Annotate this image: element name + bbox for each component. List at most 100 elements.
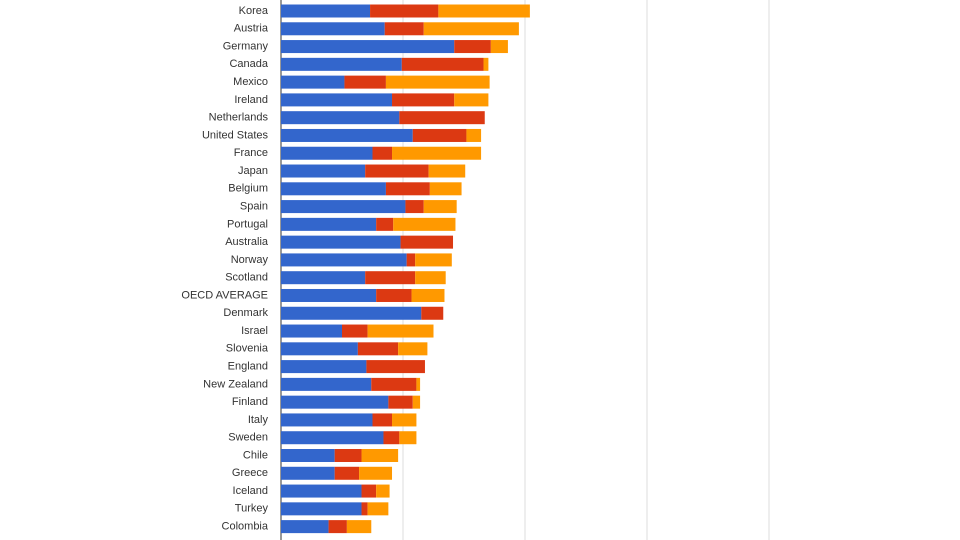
bar-segment <box>281 342 358 356</box>
bar-segment <box>428 164 466 178</box>
bar-segment <box>281 502 362 516</box>
bar-segment <box>376 484 390 498</box>
bar-segment <box>376 288 412 302</box>
y-tick-label: Japan <box>238 165 268 177</box>
bar-segment <box>281 449 335 462</box>
y-tick-label: Turkey <box>235 503 269 515</box>
bar-segment <box>399 431 417 445</box>
bar-segment <box>385 75 490 89</box>
bar-segment <box>423 200 457 214</box>
bar-segment <box>490 40 508 54</box>
bar-segment <box>367 502 389 516</box>
bar-segment <box>281 111 400 125</box>
bar-segment <box>392 93 455 107</box>
bar-segment <box>406 253 416 267</box>
bar-segment <box>344 75 386 89</box>
y-tick-label: Chile <box>243 449 268 461</box>
bar-segment <box>328 520 347 534</box>
bar-segment <box>392 413 417 427</box>
y-tick-label: Scotland <box>225 272 268 284</box>
y-tick-label: Denmark <box>223 307 268 319</box>
bar-segment <box>281 271 366 285</box>
y-tick-label: Germany <box>223 40 269 52</box>
bar-segment <box>342 324 368 338</box>
y-tick-label: Norway <box>231 254 269 266</box>
bar-segment <box>393 217 456 231</box>
bar-segment <box>281 217 377 231</box>
bar-segment <box>412 128 467 142</box>
bar-segment <box>366 360 425 374</box>
bar-segment <box>371 377 417 391</box>
bar-segment <box>466 128 482 142</box>
y-tick-label: Sweden <box>228 432 268 444</box>
y-tick-label: Belgium <box>228 183 268 195</box>
bar-segment <box>401 57 484 71</box>
bar-segment <box>281 40 455 54</box>
y-tick-label: Australia <box>225 236 269 248</box>
bar-segment <box>415 253 452 267</box>
bar-segment <box>361 449 399 462</box>
bar-segment <box>372 146 393 160</box>
y-tick-label: Portugal <box>227 218 268 230</box>
y-tick-label: Israel <box>241 325 268 337</box>
y-tick-label: France <box>234 147 268 159</box>
bar-segment <box>392 146 482 160</box>
y-tick-label: Italy <box>248 414 269 426</box>
bar-segment <box>423 22 519 36</box>
bar-segment <box>346 520 372 534</box>
y-tick-label: Spain <box>240 200 268 212</box>
bar-segment <box>383 431 400 445</box>
y-tick-label: OECD AVERAGE <box>181 289 268 301</box>
bar-segment <box>281 75 345 89</box>
bar-segment <box>281 4 371 18</box>
bar-segment <box>388 395 413 409</box>
bar-segment <box>281 431 384 445</box>
bar-segment <box>357 342 399 356</box>
bar-segment <box>376 217 394 231</box>
bar-segment <box>334 449 362 462</box>
bar-segment <box>359 466 393 480</box>
bar-segment <box>412 395 421 409</box>
bar-segment <box>281 306 422 320</box>
bar-segment <box>281 146 373 160</box>
bar-segment <box>421 306 444 320</box>
bar-segment <box>281 288 377 302</box>
bar-segment <box>399 111 485 125</box>
bar-segment <box>400 235 454 249</box>
bar-segment <box>483 57 489 71</box>
bar-segment <box>370 4 439 18</box>
bar-segment <box>429 182 462 196</box>
bar-segment <box>281 200 406 214</box>
y-tick-label: Colombia <box>222 521 269 533</box>
bar-segment <box>281 484 362 498</box>
bar-segment <box>281 128 413 142</box>
y-tick-label: Korea <box>239 5 269 17</box>
bar-segment <box>361 502 368 516</box>
bar-segment <box>416 377 421 391</box>
y-tick-label: Mexico <box>233 76 268 88</box>
y-tick-label: England <box>228 361 268 373</box>
bar-segment <box>367 324 434 338</box>
y-tick-label: Finland <box>232 396 268 408</box>
bar-segment <box>281 466 335 480</box>
bar-segment <box>281 413 373 427</box>
bar-segment <box>281 253 407 267</box>
bar-segment <box>281 93 393 107</box>
bar-segment <box>365 271 416 285</box>
y-tick-label: New Zealand <box>203 378 268 390</box>
bar-segment <box>281 377 372 391</box>
bar-segment <box>405 200 424 214</box>
bar-segment <box>281 324 342 338</box>
y-tick-label: United States <box>202 129 269 141</box>
y-tick-label: Ireland <box>234 94 268 106</box>
bar-segment <box>454 40 491 54</box>
y-tick-label: Slovenia <box>226 343 269 355</box>
bar-segment <box>281 22 385 36</box>
y-tick-label: Iceland <box>233 485 268 497</box>
y-tick-label: Greece <box>232 467 268 479</box>
bar-segment <box>411 288 445 302</box>
bar-segment <box>281 164 366 178</box>
bar-segment <box>281 520 329 534</box>
bar-segment <box>438 4 530 18</box>
bar-segment <box>365 164 429 178</box>
